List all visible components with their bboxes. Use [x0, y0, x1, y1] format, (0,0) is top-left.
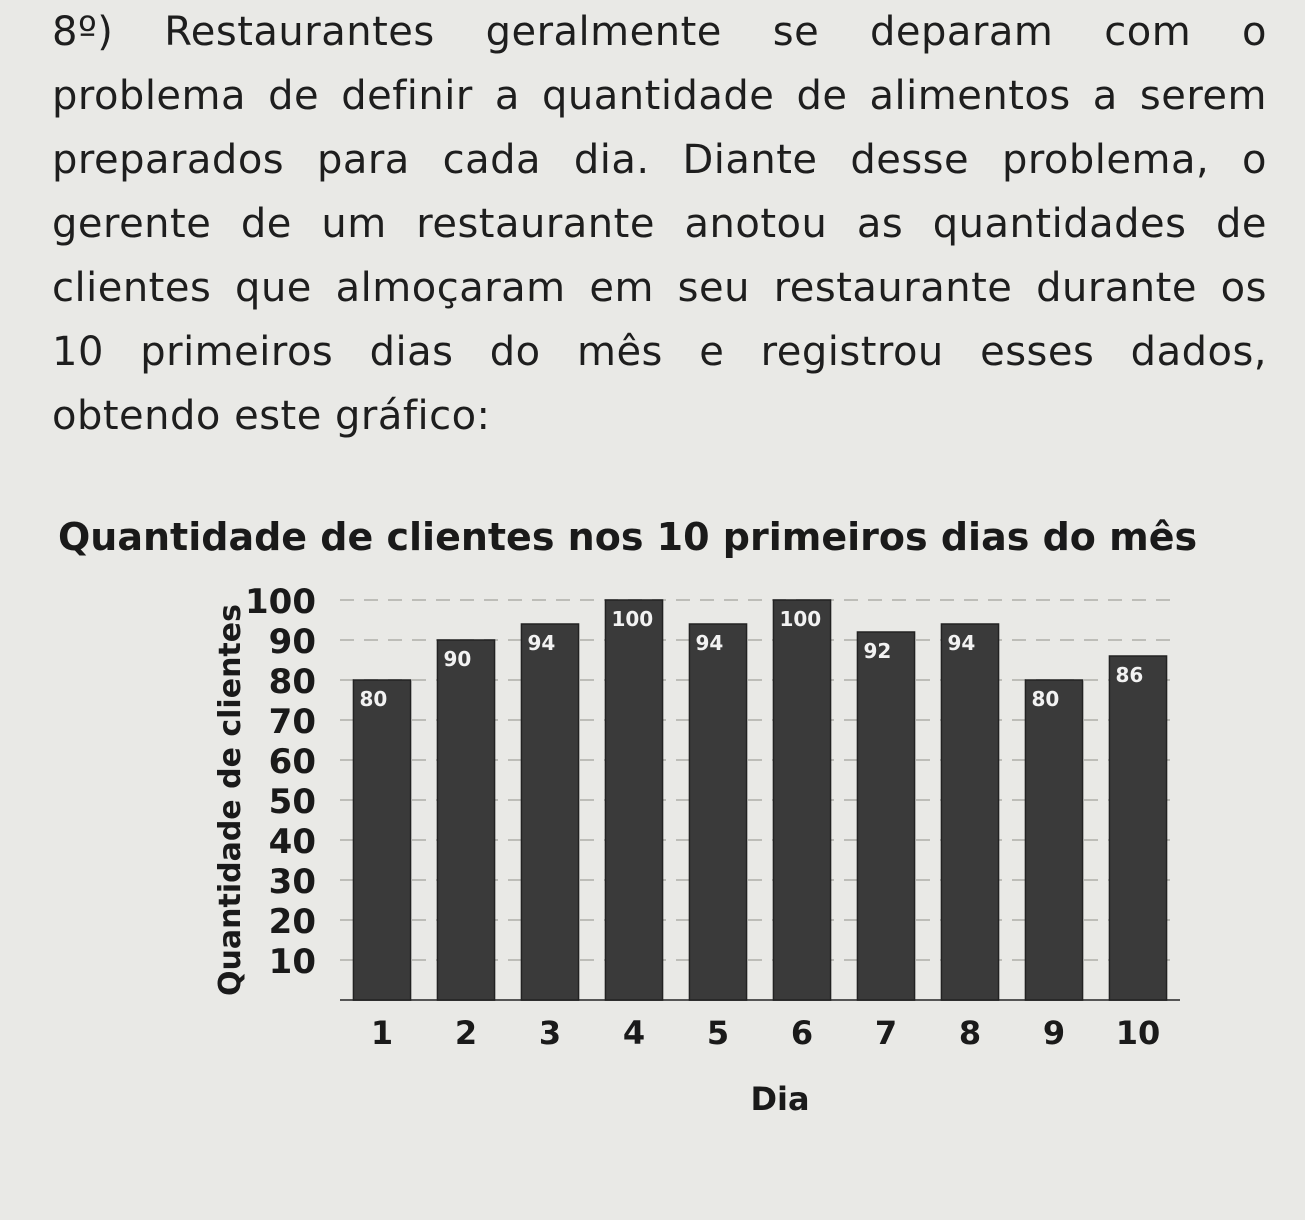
x-tick-label: 9	[1043, 1014, 1065, 1052]
bar	[856, 631, 916, 1001]
y-tick-label: 70	[269, 702, 316, 742]
bar	[688, 623, 748, 1001]
bar	[436, 639, 496, 1001]
y-tick-label: 60	[269, 742, 316, 782]
x-tick-label: 10	[1116, 1014, 1161, 1052]
x-tick-label: 8	[959, 1014, 981, 1052]
data-label: 94	[947, 631, 975, 655]
y-tick-label: 40	[269, 822, 316, 862]
y-axis-label: Quantidade de clientes	[213, 604, 248, 996]
question-line: 10 primeiros dias do mês e registrou ess…	[52, 329, 1267, 375]
question-text: 8º) Restaurantes geralmente se deparam c…	[52, 0, 1267, 448]
x-tick-label: 4	[623, 1014, 645, 1052]
bar	[772, 599, 832, 1001]
y-tick-label: 100	[245, 582, 316, 622]
bar	[1108, 655, 1168, 1001]
y-tick-label: 80	[269, 662, 316, 702]
y-tick-label: 20	[269, 902, 316, 942]
x-tick-label: 1	[371, 1014, 393, 1052]
x-tick-label: 3	[539, 1014, 561, 1052]
question-line: gerente de um restaurante anotou as quan…	[52, 201, 1267, 247]
x-tick-label: 5	[707, 1014, 729, 1052]
question-line: clientes que almoçaram em seu restaurant…	[52, 265, 1267, 311]
data-label: 80	[1031, 687, 1059, 711]
chart-title: Quantidade de clientes nos 10 primeiros …	[58, 515, 1198, 559]
y-tick-label: 10	[269, 942, 316, 982]
bar	[352, 679, 412, 1001]
bar	[520, 623, 580, 1001]
data-label: 92	[863, 639, 891, 663]
x-axis-label: Dia	[750, 1080, 809, 1118]
data-label: 90	[443, 647, 471, 671]
data-label: 80	[359, 687, 387, 711]
x-tick-label: 7	[875, 1014, 897, 1052]
y-tick-label: 90	[269, 622, 316, 662]
x-tick-label: 6	[791, 1014, 813, 1052]
data-label: 94	[527, 631, 555, 655]
bar	[604, 599, 664, 1001]
data-label: 94	[695, 631, 723, 655]
data-label: 100	[779, 607, 821, 631]
data-label: 86	[1115, 663, 1143, 687]
y-tick-label: 50	[269, 782, 316, 822]
y-tick-label: 30	[269, 862, 316, 902]
question-line: obtendo este gráfico:	[52, 393, 491, 439]
question-line: preparados para cada dia. Diante desse p…	[52, 137, 1267, 183]
data-label: 100	[611, 607, 653, 631]
bar	[940, 623, 1000, 1001]
x-tick-label: 2	[455, 1014, 477, 1052]
question-line: 8º) Restaurantes geralmente se deparam c…	[52, 9, 1267, 55]
bar	[1024, 679, 1084, 1001]
question-line: problema de definir a quantidade de alim…	[52, 73, 1267, 119]
